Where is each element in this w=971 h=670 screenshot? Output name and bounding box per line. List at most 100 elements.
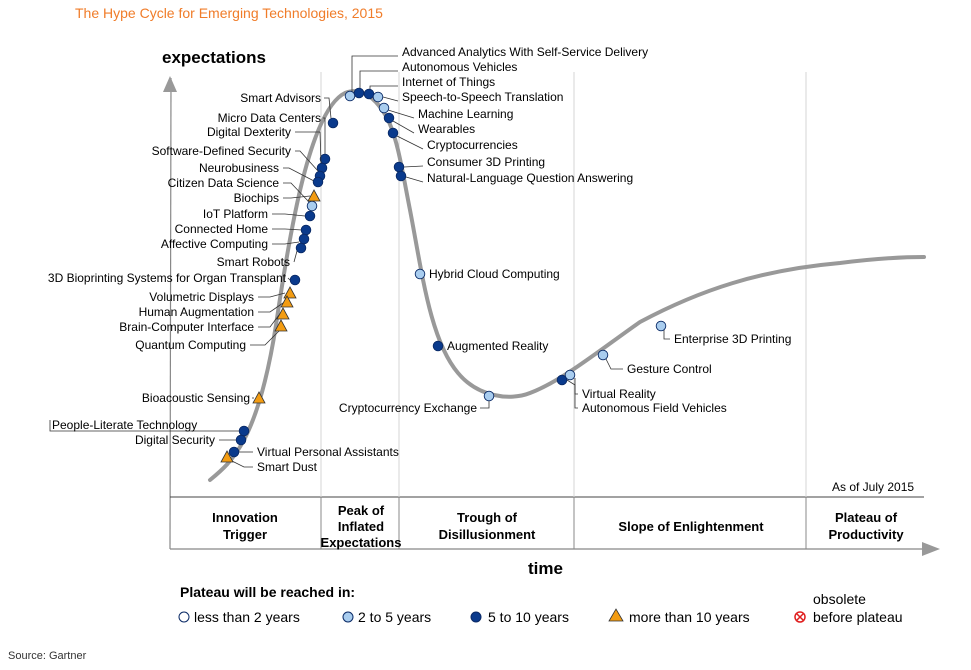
tech-brain-computer-interface: Brain-Computer Interface	[119, 307, 290, 334]
circle-marker	[483, 390, 495, 402]
leader-line	[574, 378, 578, 409]
legend-item-gt10: more than 10 years	[608, 608, 750, 625]
leader-line	[359, 70, 398, 89]
phase-label-trough: Trough of	[457, 510, 518, 525]
x-axis-arrowhead	[922, 542, 940, 556]
leader-line	[231, 460, 253, 468]
leader-line	[283, 195, 311, 199]
y-axis-arrowhead	[163, 76, 177, 92]
tech-label: Human Augmentation	[139, 305, 254, 319]
legend-item-5to10: 5 to 10 years	[470, 609, 569, 625]
phase-label-peak: Inflated	[338, 519, 384, 534]
tech-label: Gesture Control	[627, 362, 712, 376]
tech-digital-security: Digital Security	[135, 433, 247, 447]
leader-line	[480, 401, 490, 409]
leader-line	[324, 97, 332, 119]
tech-label: Volumetric Displays	[149, 290, 254, 304]
tech-label: Smart Robots	[217, 255, 290, 269]
tech-smart-dust: Smart Dust	[220, 450, 318, 474]
tech-label: Enterprise 3D Printing	[674, 332, 791, 346]
legend-circle-icon	[178, 611, 190, 623]
circle-marker	[414, 268, 426, 280]
tech-wearables: Wearables	[383, 112, 475, 136]
circle-marker	[295, 242, 307, 254]
triangle-marker	[307, 189, 321, 202]
leader-line	[663, 330, 670, 340]
tech-label: Bioacoustic Sensing	[142, 391, 250, 405]
tech-label: Hybrid Cloud Computing	[429, 267, 560, 281]
tech-label: Cryptocurrencies	[427, 138, 518, 152]
tech-affective-computing: Affective Computing	[161, 233, 310, 251]
triangle-marker	[283, 286, 297, 299]
hype-curve	[208, 89, 926, 482]
tech-label: Quantum Computing	[135, 338, 246, 352]
leader-line	[403, 165, 424, 168]
as-of-date: As of July 2015	[832, 480, 914, 494]
circle-marker	[383, 112, 395, 124]
tech-label: Affective Computing	[161, 237, 268, 251]
tech-label: Virtual Personal Assistants	[257, 445, 399, 459]
circle-marker	[556, 374, 568, 386]
tech-label: Digital Security	[135, 433, 215, 447]
tech-connected-home: Connected Home	[175, 222, 312, 236]
circle-marker	[344, 90, 356, 102]
tech-label: Brain-Computer Interface	[119, 320, 254, 334]
leader-line	[272, 241, 300, 245]
tech-label: Machine Learning	[418, 107, 513, 121]
source-note: Source: Gartner	[8, 650, 87, 662]
circle-marker	[306, 200, 318, 212]
circle-marker	[564, 369, 576, 381]
circle-marker	[372, 91, 384, 103]
leader-line	[351, 55, 398, 92]
legend-label: more than 10 years	[629, 609, 750, 625]
phase-label-innovation-trigger: Innovation	[212, 510, 278, 525]
leader-line	[258, 292, 286, 298]
x-axis-label: time	[528, 559, 563, 578]
leader-line	[295, 131, 322, 164]
leader-line	[287, 277, 291, 281]
triangle-marker	[274, 319, 288, 332]
leader-line	[272, 228, 303, 231]
legend-item-lt2: less than 2 years	[178, 609, 300, 625]
circle-marker	[395, 170, 407, 182]
leader-line	[369, 85, 398, 90]
circle-marker	[432, 340, 444, 352]
legend-triangle-icon	[608, 608, 624, 622]
phase-label-plateau: Productivity	[828, 527, 904, 542]
tech-label: Internet of Things	[402, 75, 495, 89]
phase-label-trough: Disillusionment	[439, 527, 536, 542]
leader-line	[396, 135, 424, 150]
leader-line	[283, 167, 315, 182]
circle-marker	[300, 224, 312, 236]
triangle-marker	[220, 450, 234, 463]
tech-label: Citizen Data Science	[168, 176, 280, 190]
tech-label: Consumer 3D Printing	[427, 155, 545, 169]
tech-quantum-computing: Quantum Computing	[135, 319, 288, 352]
tech-label: Connected Home	[175, 222, 269, 236]
triangle-marker	[252, 391, 266, 404]
leader-line	[382, 96, 399, 102]
leader-line	[258, 314, 280, 328]
legend-label: less than 2 years	[194, 609, 300, 625]
tech-virtual-personal-assistants: Virtual Personal Assistants	[228, 445, 399, 459]
obsolete-icon-cross	[796, 613, 804, 621]
leader-line	[566, 379, 578, 395]
tech-label: IoT Platform	[203, 207, 268, 221]
leader-line	[387, 109, 415, 119]
tech-label: Augmented Reality	[447, 339, 548, 353]
phase-label-slope: Slope of Enlightenment	[618, 519, 764, 534]
legend-circle-icon	[342, 611, 354, 623]
leader-line	[405, 176, 424, 183]
tech-iot-platform: IoT Platform	[203, 207, 316, 222]
tech-bioacoustic-sensing: Bioacoustic Sensing	[142, 391, 266, 405]
tech-autonomous-vehicles: Autonomous Vehicles	[353, 60, 517, 99]
triangle-marker	[280, 295, 294, 308]
phase-label-plateau: Plateau of	[835, 510, 898, 525]
tech-human-augmentation: Human Augmentation	[139, 295, 294, 319]
leader-line	[272, 213, 306, 217]
circle-marker	[353, 87, 365, 99]
tech-label: Autonomous Vehicles	[402, 60, 517, 74]
tech-label: Autonomous Field Vehicles	[582, 401, 727, 415]
leader-line	[258, 302, 284, 313]
